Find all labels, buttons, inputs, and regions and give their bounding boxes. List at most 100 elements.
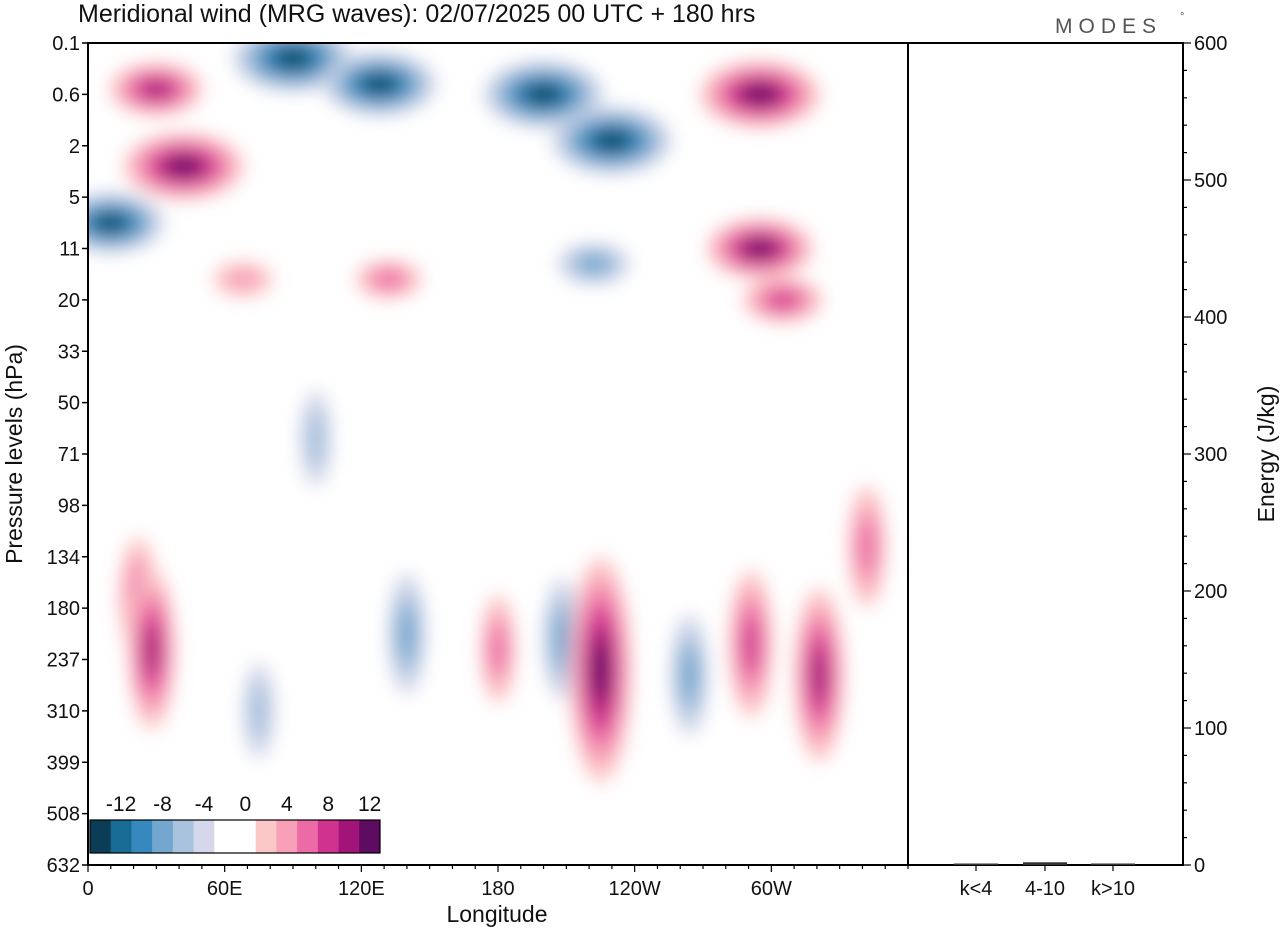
contour-band: [680, 647, 698, 703]
contour-band: [365, 76, 394, 92]
contour-band: [490, 625, 506, 674]
contour-band: [305, 409, 326, 469]
wind-anomaly-northward: [355, 260, 422, 299]
wind-anomaly-southward: [551, 107, 673, 175]
wind-anomaly-northward: [123, 132, 244, 200]
energy-axis: 0 100 200 300 400 500 600: [1183, 33, 1227, 877]
energy-bar: [1091, 863, 1135, 865]
colorbar-label: -12: [106, 793, 136, 816]
wind-anomaly-northward: [569, 556, 632, 783]
wind-anomaly-northward: [728, 570, 773, 719]
colorbar-label: 8: [322, 793, 334, 816]
x-tick-label: 120W: [609, 878, 661, 900]
y-axis-label: Pressure levels (hPa): [1, 344, 27, 564]
x-axis-label: Longitude: [446, 901, 547, 927]
y-tick-label: 310: [47, 701, 80, 723]
wind-anomaly-southward: [299, 390, 332, 487]
contour-band: [374, 270, 404, 288]
colorbar-swatch: [193, 820, 215, 853]
energy-bars: [954, 862, 1135, 865]
energy-categories: k<4 4-10 k>10: [960, 865, 1135, 900]
y-tick-label: 20: [58, 290, 80, 312]
energy-tick-label: 100: [1194, 718, 1227, 740]
wind-anomaly-northward: [109, 63, 203, 116]
contour-band: [248, 681, 269, 741]
category-label: 4-10: [1025, 878, 1065, 900]
modes-logo-text: MODES: [1055, 15, 1162, 38]
wind-anomaly-northward: [794, 587, 845, 762]
longitude-axis: 0 60E 120E 180 120W 60W: [82, 865, 909, 900]
contour-band: [746, 241, 773, 256]
y-tick-label: 180: [47, 598, 80, 620]
energy-axis-label: Energy (J/kg): [1253, 386, 1279, 523]
contour-band: [145, 626, 159, 673]
contour-band: [553, 611, 571, 667]
colorbar-swatch: [131, 820, 153, 853]
energy-tick-label: 600: [1194, 33, 1227, 55]
y-tick-label: 632: [47, 855, 80, 877]
colorbar-label: -8: [153, 793, 172, 816]
y-tick-label: 399: [47, 752, 80, 774]
colorbar-swatch: [110, 820, 132, 853]
y-tick-label: 11: [59, 239, 80, 261]
y-tick-label: 237: [47, 650, 80, 672]
contour-band: [858, 519, 876, 574]
wind-anomaly-southward: [242, 662, 275, 759]
colorbar-label: 4: [281, 793, 293, 816]
contour-band: [812, 650, 827, 700]
y-tick-label: 134: [47, 547, 80, 569]
energy-tick-label: 400: [1194, 307, 1227, 329]
wind-anomaly-northward: [480, 594, 516, 704]
x-tick-label: 0: [82, 878, 93, 900]
x-tick-label: 120E: [338, 878, 385, 900]
colorbar-swatch: [172, 820, 195, 853]
colorbar-label: -4: [195, 793, 214, 816]
colorbar-label: 0: [240, 793, 252, 816]
colorbar-swatch: [317, 820, 340, 853]
wind-anomaly-southward: [670, 613, 709, 736]
modes-logo: MODES °: [1055, 11, 1184, 38]
colorbar: -12 -8 -4 0 4 8 12: [88, 778, 382, 857]
chart-title: Meridional wind (MRG waves): 02/07/2025 …: [78, 0, 755, 28]
wind-anomaly-southward: [232, 43, 354, 92]
colorbar-swatch: [276, 820, 298, 853]
colorbar-swatch: [214, 820, 236, 853]
wind-anomaly-northward: [213, 262, 273, 297]
wind-anomaly-southward: [387, 572, 426, 695]
y-tick-label: 508: [47, 804, 80, 826]
colorbar-swatch: [297, 820, 319, 853]
wind-anomaly-northward: [699, 60, 821, 128]
wind-anomaly-northward: [706, 218, 814, 279]
y-tick-label: 0.1: [52, 33, 80, 55]
colorbar-swatch: [359, 820, 381, 853]
contour-band: [143, 81, 170, 97]
contour-band: [528, 86, 559, 103]
wind-anomaly-northward: [848, 485, 886, 608]
y-tick-label: 0.6: [52, 84, 80, 106]
wind-anomaly-southward: [542, 577, 581, 700]
modes-logo-mark: °: [1180, 11, 1184, 23]
x-tick-label: 60E: [207, 878, 243, 900]
y-tick-label: 2: [69, 136, 80, 158]
energy-tick-label: 500: [1194, 170, 1227, 192]
energy-bar: [1023, 862, 1067, 865]
energy-bar: [954, 863, 998, 865]
energy-tick-label: 200: [1194, 581, 1227, 603]
wind-anomaly-southward: [557, 243, 631, 285]
heatmap-field: [88, 43, 886, 783]
energy-panel: 0 100 200 300 400 500 600 k<4 4-10 k>10 Energy (…: [907, 33, 1279, 900]
contour-band: [743, 618, 759, 670]
contour-band: [768, 292, 797, 308]
colorbar-swatch: [255, 820, 277, 853]
energy-frame: [907, 42, 1184, 866]
energy-tick-label: 0: [1194, 855, 1205, 877]
y-tick-label: 5: [69, 187, 80, 209]
x-tick-label: 60W: [751, 878, 792, 900]
heatmap-panel: -12 -8 -4 0 4 8 12 0.1 0.6 2 5 11 20 33 50 71 98 134 180 2…: [1, 33, 909, 927]
contour-band: [577, 254, 610, 274]
y-tick-label: 71: [58, 444, 80, 466]
wind-anomaly-northward: [742, 277, 823, 323]
energy-tick-label: 300: [1194, 444, 1227, 466]
wind-anomaly-southward: [88, 193, 165, 253]
